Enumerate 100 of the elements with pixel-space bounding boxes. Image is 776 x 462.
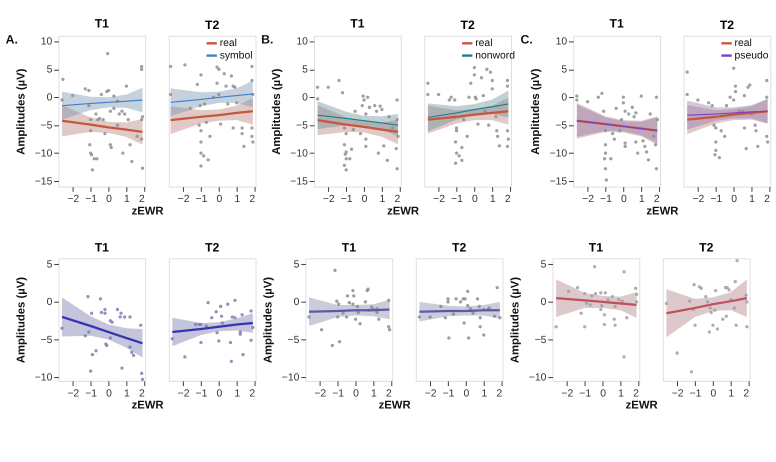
point bbox=[360, 104, 364, 108]
point bbox=[646, 158, 650, 162]
point bbox=[386, 158, 389, 162]
point bbox=[704, 295, 708, 298]
point bbox=[654, 96, 658, 99]
point bbox=[250, 78, 254, 82]
point bbox=[89, 129, 92, 132]
point bbox=[720, 129, 723, 132]
y-axis-title: Amplitudes (µV) bbox=[262, 276, 274, 364]
point bbox=[241, 352, 245, 356]
point bbox=[396, 134, 400, 138]
point bbox=[364, 112, 368, 116]
point bbox=[345, 315, 348, 319]
text: C. bbox=[520, 32, 533, 46]
point bbox=[710, 310, 713, 314]
point bbox=[466, 290, 470, 294]
point bbox=[478, 325, 482, 328]
point bbox=[168, 92, 172, 96]
y-axis-title: Amplitudes (µV) bbox=[15, 68, 28, 155]
point bbox=[356, 310, 360, 314]
point bbox=[590, 294, 594, 298]
point bbox=[467, 96, 471, 99]
point bbox=[596, 96, 600, 99]
point bbox=[707, 101, 710, 104]
point bbox=[713, 308, 716, 312]
x-axis-title: zEWR bbox=[132, 400, 164, 412]
point bbox=[240, 132, 244, 136]
point bbox=[714, 126, 718, 130]
point bbox=[224, 84, 228, 88]
point bbox=[734, 280, 737, 284]
point bbox=[352, 128, 355, 132]
point bbox=[476, 297, 480, 301]
point bbox=[496, 286, 499, 290]
point bbox=[634, 292, 638, 296]
x-tick-label: −1 bbox=[196, 388, 208, 400]
point bbox=[100, 310, 104, 314]
point bbox=[600, 92, 604, 95]
point bbox=[692, 283, 696, 286]
point bbox=[643, 144, 646, 148]
point bbox=[756, 144, 760, 148]
point bbox=[380, 108, 384, 112]
point bbox=[617, 298, 620, 302]
point bbox=[602, 313, 606, 316]
point bbox=[656, 118, 659, 122]
point bbox=[765, 78, 768, 82]
point bbox=[123, 112, 126, 116]
point bbox=[454, 162, 458, 165]
x-tick-label: 0 bbox=[362, 194, 368, 206]
point bbox=[584, 302, 588, 306]
point bbox=[132, 354, 136, 357]
chart-title: T2 bbox=[205, 18, 220, 32]
point bbox=[394, 147, 398, 150]
y-tick-label: 5 bbox=[561, 64, 568, 76]
x-axis-title: zEWR bbox=[626, 400, 658, 412]
x-tick-label: −2 bbox=[314, 388, 326, 400]
point bbox=[446, 300, 450, 304]
y-tick-label: 0 bbox=[46, 297, 53, 308]
point bbox=[636, 152, 640, 155]
point bbox=[732, 306, 736, 310]
point bbox=[396, 98, 399, 102]
x-tick-label: 1 bbox=[481, 388, 488, 400]
point bbox=[341, 312, 345, 315]
point bbox=[340, 91, 344, 94]
point bbox=[483, 110, 487, 113]
point bbox=[488, 70, 492, 74]
point bbox=[454, 126, 458, 130]
point bbox=[727, 288, 731, 292]
point bbox=[364, 144, 368, 148]
point bbox=[460, 146, 464, 150]
point bbox=[338, 340, 342, 344]
point bbox=[452, 312, 456, 316]
point bbox=[364, 138, 368, 141]
point bbox=[506, 84, 510, 88]
y-tick-label: −5 bbox=[296, 120, 308, 132]
point bbox=[472, 66, 476, 70]
point bbox=[210, 316, 214, 320]
point bbox=[226, 302, 230, 306]
y-tick-label: −10 bbox=[290, 148, 308, 160]
point bbox=[576, 286, 580, 290]
x-tick-label: 0 bbox=[710, 388, 717, 400]
x-tick-label: −1 bbox=[340, 194, 353, 206]
point bbox=[610, 132, 614, 136]
point bbox=[342, 164, 346, 168]
point bbox=[485, 68, 489, 71]
point bbox=[354, 318, 358, 321]
point bbox=[454, 129, 458, 132]
point bbox=[240, 126, 244, 130]
x-tick-label: −2 bbox=[561, 388, 574, 400]
chart-title: T2 bbox=[460, 18, 476, 32]
point bbox=[624, 141, 627, 145]
point bbox=[604, 143, 608, 146]
point bbox=[219, 122, 222, 126]
x-tick-label: 1 bbox=[618, 388, 624, 400]
point bbox=[447, 336, 451, 340]
point bbox=[366, 96, 370, 99]
point bbox=[622, 270, 626, 274]
point bbox=[219, 304, 222, 308]
point bbox=[583, 292, 586, 296]
point bbox=[506, 129, 510, 132]
x-tick-label: −1 bbox=[196, 194, 208, 206]
